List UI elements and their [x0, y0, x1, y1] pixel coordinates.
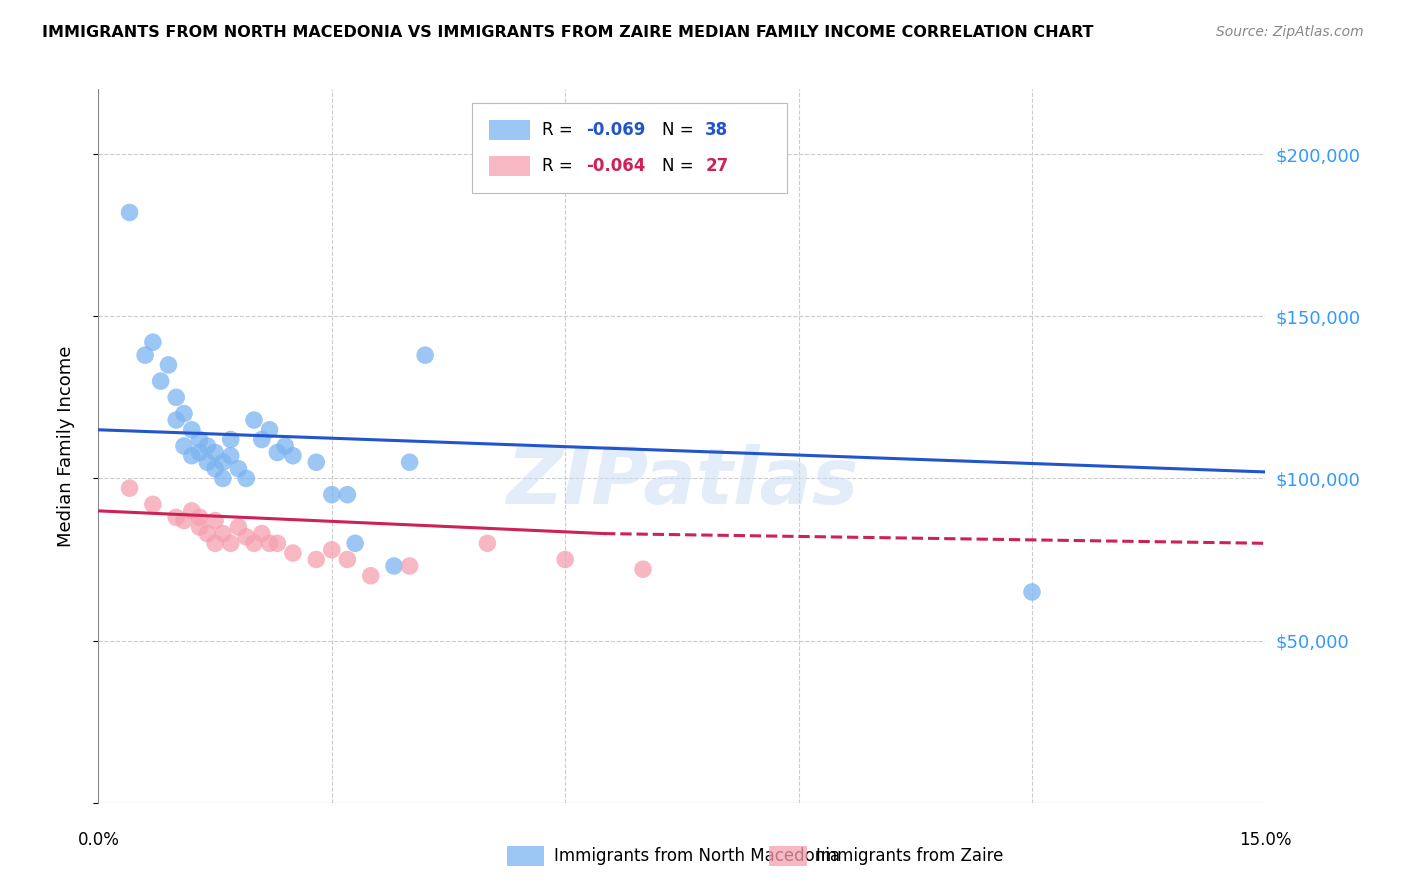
- Point: [259, 423, 281, 437]
- Point: [180, 449, 202, 463]
- Text: Immigrants from North Macedonia: Immigrants from North Macedonia: [554, 847, 839, 864]
- Point: [180, 504, 202, 518]
- Text: 0.0%: 0.0%: [77, 831, 120, 849]
- Text: N =: N =: [662, 157, 699, 175]
- Point: [204, 445, 226, 459]
- Point: [228, 520, 250, 534]
- Text: 27: 27: [706, 157, 728, 175]
- Text: 38: 38: [706, 121, 728, 139]
- Point: [204, 536, 226, 550]
- Point: [195, 439, 218, 453]
- Point: [631, 562, 654, 576]
- Point: [398, 455, 420, 469]
- Point: [398, 559, 420, 574]
- FancyBboxPatch shape: [489, 120, 530, 140]
- FancyBboxPatch shape: [508, 846, 544, 865]
- Point: [188, 510, 211, 524]
- Point: [195, 526, 218, 541]
- Point: [344, 536, 367, 550]
- FancyBboxPatch shape: [489, 155, 530, 176]
- Point: [336, 552, 359, 566]
- Text: Immigrants from Zaire: Immigrants from Zaire: [815, 847, 1004, 864]
- Point: [281, 546, 304, 560]
- FancyBboxPatch shape: [769, 846, 807, 865]
- Point: [212, 526, 235, 541]
- Point: [118, 481, 141, 495]
- Point: [321, 542, 343, 557]
- Text: -0.064: -0.064: [586, 157, 645, 175]
- Point: [212, 455, 235, 469]
- Point: [188, 520, 211, 534]
- Point: [142, 497, 165, 511]
- Point: [1021, 585, 1043, 599]
- Point: [305, 552, 328, 566]
- Text: -0.069: -0.069: [586, 121, 645, 139]
- Y-axis label: Median Family Income: Median Family Income: [56, 345, 75, 547]
- Point: [173, 407, 195, 421]
- Point: [204, 514, 226, 528]
- Point: [195, 455, 218, 469]
- Point: [173, 439, 195, 453]
- Point: [235, 530, 257, 544]
- Text: R =: R =: [541, 121, 578, 139]
- Point: [274, 439, 297, 453]
- Point: [219, 536, 242, 550]
- Point: [134, 348, 156, 362]
- Point: [165, 390, 187, 404]
- Point: [235, 471, 257, 485]
- Point: [188, 445, 211, 459]
- Point: [382, 559, 405, 574]
- Point: [204, 461, 226, 475]
- Point: [165, 413, 187, 427]
- Point: [250, 526, 273, 541]
- Point: [212, 471, 235, 485]
- Point: [671, 173, 693, 187]
- Point: [266, 536, 288, 550]
- FancyBboxPatch shape: [472, 103, 787, 193]
- Point: [219, 433, 242, 447]
- Text: ZIPatlas: ZIPatlas: [506, 443, 858, 520]
- Point: [413, 348, 436, 362]
- Text: 15.0%: 15.0%: [1239, 831, 1292, 849]
- Point: [165, 510, 187, 524]
- Text: R =: R =: [541, 157, 578, 175]
- Point: [259, 536, 281, 550]
- Point: [219, 449, 242, 463]
- Point: [180, 423, 202, 437]
- Point: [188, 433, 211, 447]
- Point: [250, 433, 273, 447]
- Point: [118, 205, 141, 219]
- Point: [228, 461, 250, 475]
- Point: [149, 374, 172, 388]
- Point: [554, 552, 576, 566]
- Point: [243, 413, 266, 427]
- Point: [142, 335, 165, 350]
- Point: [173, 514, 195, 528]
- Point: [360, 568, 382, 582]
- Text: Source: ZipAtlas.com: Source: ZipAtlas.com: [1216, 25, 1364, 39]
- Point: [243, 536, 266, 550]
- Point: [281, 449, 304, 463]
- Point: [266, 445, 288, 459]
- Point: [321, 488, 343, 502]
- Point: [336, 488, 359, 502]
- Text: IMMIGRANTS FROM NORTH MACEDONIA VS IMMIGRANTS FROM ZAIRE MEDIAN FAMILY INCOME CO: IMMIGRANTS FROM NORTH MACEDONIA VS IMMIG…: [42, 25, 1094, 40]
- Point: [477, 536, 499, 550]
- Point: [157, 358, 180, 372]
- Text: N =: N =: [662, 121, 699, 139]
- Point: [305, 455, 328, 469]
